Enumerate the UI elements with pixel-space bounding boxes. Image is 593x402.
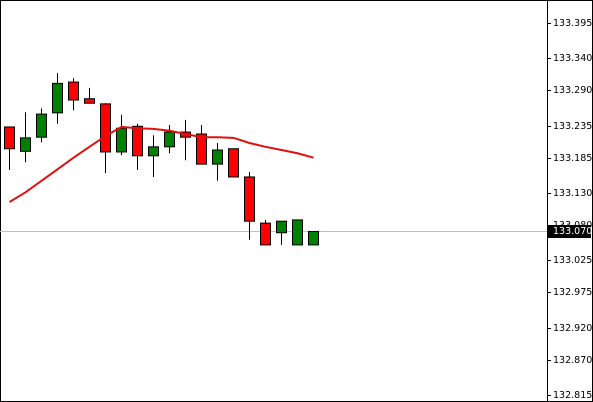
candle-body bbox=[212, 149, 223, 165]
candle-body bbox=[308, 230, 319, 246]
candle-body bbox=[116, 127, 127, 153]
current-price-label: 133.070 bbox=[553, 226, 592, 237]
y-tick-label: 133.025 bbox=[553, 255, 592, 266]
y-tick-label: 132.870 bbox=[553, 355, 592, 366]
candle-body bbox=[148, 146, 159, 157]
candle-body bbox=[84, 98, 95, 104]
candle-body bbox=[228, 148, 239, 178]
candle-body bbox=[36, 113, 47, 138]
candle-body bbox=[20, 137, 31, 152]
y-tick-label: 133.185 bbox=[553, 153, 592, 164]
candle-body bbox=[68, 81, 79, 101]
y-tick-label: 133.340 bbox=[553, 53, 592, 64]
y-tick-label: 133.395 bbox=[553, 18, 592, 29]
y-tick-label: 133.290 bbox=[553, 85, 592, 96]
candle-body bbox=[196, 133, 207, 165]
candle-body bbox=[260, 222, 271, 246]
y-tick-label: 133.130 bbox=[553, 188, 592, 199]
candle-body bbox=[4, 126, 15, 150]
candle-body bbox=[132, 125, 143, 157]
candle-body bbox=[292, 219, 303, 246]
candle-body bbox=[164, 131, 175, 148]
y-tick-label: 132.920 bbox=[553, 323, 592, 334]
current-price-box bbox=[548, 225, 591, 238]
candle-body bbox=[52, 82, 63, 114]
candle-body bbox=[100, 103, 111, 153]
y-tick-label: 133.235 bbox=[553, 121, 592, 132]
candle-body bbox=[276, 220, 287, 234]
y-tick-label: 132.975 bbox=[553, 287, 592, 298]
y-tick-label: 132.815 bbox=[553, 390, 592, 401]
candle-body bbox=[244, 176, 255, 222]
moving-average bbox=[8, 125, 314, 203]
